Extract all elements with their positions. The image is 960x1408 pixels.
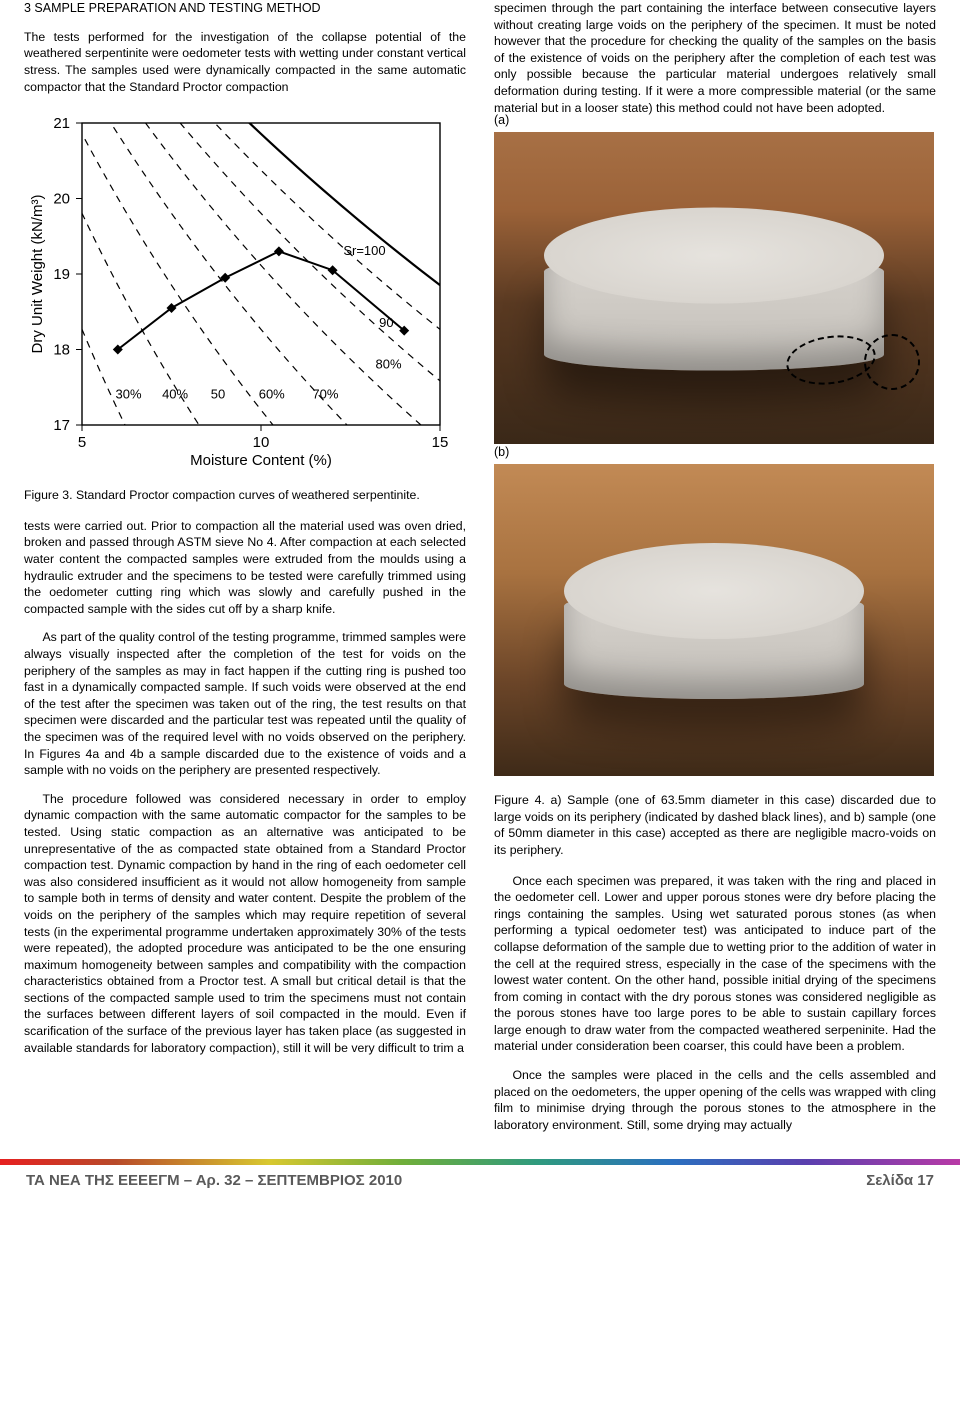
svg-text:30%: 30%: [116, 387, 142, 402]
svg-text:40%: 40%: [162, 387, 188, 402]
svg-text:90: 90: [379, 315, 393, 330]
para-left-3: As part of the quality control of the te…: [24, 629, 466, 778]
svg-text:18: 18: [53, 342, 70, 359]
svg-text:80%: 80%: [376, 357, 402, 372]
svg-text:19: 19: [53, 266, 70, 283]
para-left-1: The tests performed for the investigatio…: [24, 29, 466, 95]
footer-left-text: ΤΑ ΝΕΑ ΤΗΣ ΕΕΕΕΓΜ – Αρ. 32 – ΣΕΠΤΕΜΒΡΙΟΣ…: [26, 1171, 402, 1191]
figure4-caption: Figure 4. a) Sample (one of 63.5mm diame…: [494, 792, 936, 858]
page-footer: ΤΑ ΝΕΑ ΤΗΣ ΕΕΕΕΓΜ – Αρ. 32 – ΣΕΠΤΕΜΒΡΙΟΣ…: [0, 1159, 960, 1197]
svg-text:10: 10: [253, 434, 270, 451]
para-left-2: tests were carried out. Prior to compact…: [24, 518, 466, 618]
sample-photo-a: (a): [494, 132, 934, 444]
svg-text:50: 50: [211, 387, 225, 402]
svg-text:20: 20: [53, 191, 70, 208]
para-right-1: specimen through the part containing the…: [494, 0, 936, 116]
sample-disc-b: [564, 591, 864, 699]
svg-text:15: 15: [432, 434, 449, 451]
para-right-3: Once the samples were placed in the cell…: [494, 1067, 936, 1133]
svg-text:17: 17: [53, 417, 70, 434]
svg-text:Sr=100: Sr=100: [343, 243, 385, 258]
figure3-caption: Figure 3. Standard Proctor compaction cu…: [24, 487, 466, 504]
para-right-2: Once each specimen was prepared, it was …: [494, 873, 936, 1056]
footer-right-text: Σελίδα 17: [866, 1171, 934, 1191]
svg-text:Moisture Content (%): Moisture Content (%): [190, 452, 332, 469]
chart-svg: 5 10 15 17 18 19 20 21 Moisture Content (%) Dry U…: [24, 113, 454, 473]
page: 3 SAMPLE PREPARATION AND TESTING METHOD …: [0, 0, 960, 1145]
sample-photo-b: (b): [494, 464, 934, 776]
photo-label-b: (b): [494, 444, 509, 461]
section-heading: 3 SAMPLE PREPARATION AND TESTING METHOD: [24, 0, 466, 17]
left-column: 3 SAMPLE PREPARATION AND TESTING METHOD …: [24, 0, 466, 1145]
svg-text:70%: 70%: [312, 387, 338, 402]
para-left-4: The procedure followed was considered ne…: [24, 791, 466, 1057]
svg-text:60%: 60%: [259, 387, 285, 402]
svg-text:Dry Unit Weight (kN/m³): Dry Unit Weight (kN/m³): [29, 195, 46, 354]
right-column: specimen through the part containing the…: [494, 0, 936, 1145]
footer-bar: ΤΑ ΝΕΑ ΤΗΣ ΕΕΕΕΓΜ – Αρ. 32 – ΣΕΠΤΕΜΒΡΙΟΣ…: [0, 1165, 960, 1197]
svg-text:5: 5: [78, 434, 86, 451]
void-outline-2: [864, 334, 920, 390]
svg-text:21: 21: [53, 115, 70, 132]
compaction-chart: 5 10 15 17 18 19 20 21 Moisture Content (%) Dry U…: [24, 113, 454, 473]
photo-label-a: (a): [494, 112, 509, 129]
